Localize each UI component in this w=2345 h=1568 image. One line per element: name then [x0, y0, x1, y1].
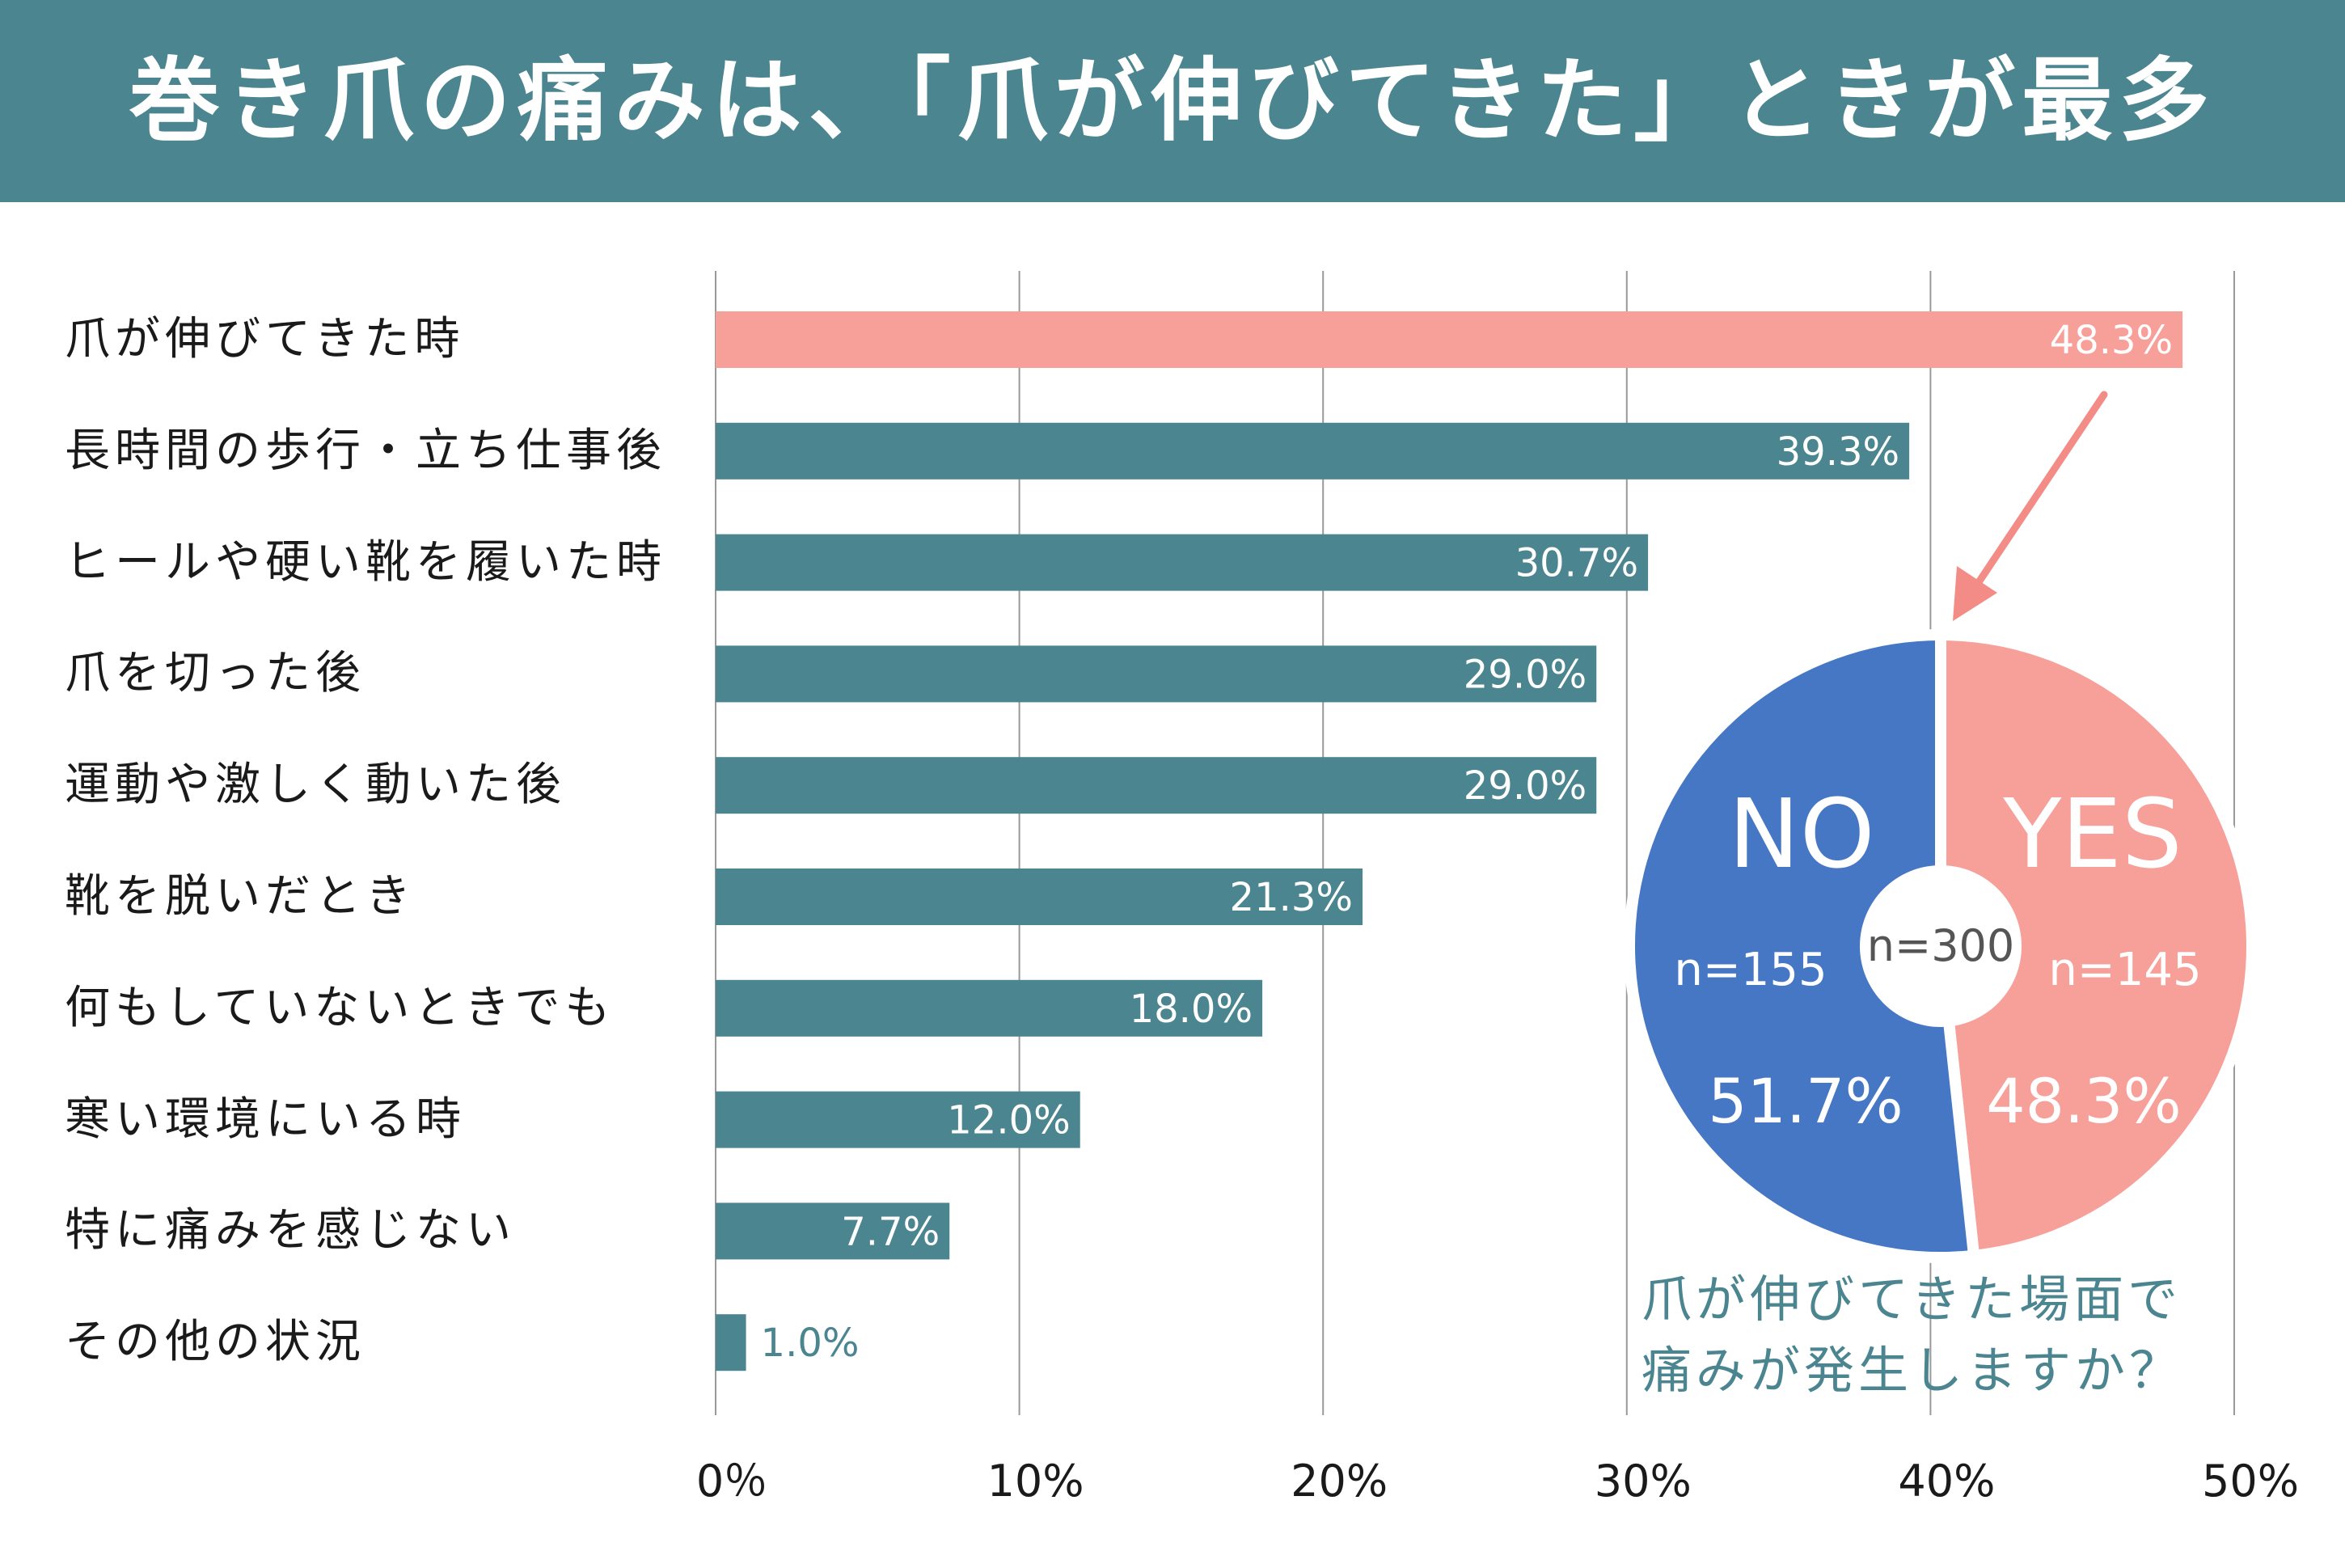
- pie-caption-line-1: 爪が伸びてきた場面で: [1642, 1270, 2182, 1329]
- bar: [716, 422, 1910, 480]
- category-label: ヒールや硬い靴を履いた時: [65, 535, 666, 589]
- bar: [716, 534, 1649, 591]
- arrow-head: [1953, 566, 1997, 621]
- bar-value-label: 29.0%: [1464, 763, 1587, 809]
- bar: [716, 869, 1363, 925]
- pie-no-n: n=155: [1674, 944, 1827, 996]
- x-tick-label-0: 0％: [696, 1456, 767, 1507]
- category-label: 靴を脱いだとき: [65, 870, 416, 923]
- bar-value-label: 12.0%: [947, 1098, 1070, 1143]
- bar: [716, 757, 1597, 814]
- category-label: 長時間の歩行・立ち仕事後: [65, 424, 666, 477]
- category-label: 何もしていないときでも: [65, 981, 615, 1034]
- category-label: その他の状況: [65, 1316, 365, 1369]
- bar-value-label: 30.7%: [1515, 541, 1638, 586]
- pie-yes-pct: 48.3%: [1986, 1065, 2181, 1137]
- category-label: 運動や激しく動いた後: [65, 759, 566, 812]
- bar-value-label: 39.3%: [1777, 429, 1899, 475]
- bar-value-label: 1.0%: [761, 1321, 860, 1366]
- pie-yes-name: YES: [2002, 778, 2182, 890]
- bar-value-label: 7.7%: [841, 1209, 940, 1254]
- header-bar: 巻き爪の痛みは、「爪が伸びてきた」ときが最多: [0, 0, 2345, 202]
- arrow-shaft: [1975, 391, 2108, 586]
- page-title: 巻き爪の痛みは、「爪が伸びてきた」ときが最多: [129, 49, 2216, 154]
- pie-slice-no: [1624, 629, 1980, 1263]
- pie-slice-yes: [1935, 629, 2258, 1262]
- bar: [716, 1314, 746, 1371]
- x-tick-label-1: 10%: [987, 1456, 1084, 1507]
- pie-caption-line-2: 痛みが発生しますか？: [1642, 1341, 2184, 1400]
- bar-value-label: 29.0%: [1464, 652, 1587, 697]
- bar-value-label: 18.0%: [1130, 987, 1253, 1032]
- bar: [716, 979, 1263, 1037]
- pie-yes-n: n=145: [2048, 944, 2201, 996]
- category-label: 爪が伸びてきた時: [65, 313, 465, 366]
- category-label: 爪を切った後: [65, 647, 365, 700]
- category-label: 特に痛みを感じない: [65, 1204, 516, 1257]
- x-tick-label-4: 40%: [1898, 1456, 1995, 1507]
- bar-value-label: 48.3%: [2050, 318, 2173, 363]
- bar: [716, 311, 2183, 368]
- bar: [716, 1091, 1080, 1148]
- pie-total-label: n=300: [1867, 920, 2015, 971]
- bar-value-label: 21.3%: [1230, 875, 1353, 920]
- pie-center-hole: [1860, 865, 2022, 1027]
- x-tick-label-5: 50%: [2202, 1456, 2299, 1507]
- pie-no-pct: 51.7%: [1708, 1065, 1903, 1137]
- bar: [716, 645, 1597, 703]
- pie-no-name: NO: [1728, 778, 1874, 890]
- category-label: 寒い環境にいる時: [65, 1093, 466, 1146]
- bar: [716, 1202, 950, 1260]
- x-tick-label-3: 30%: [1595, 1456, 1692, 1507]
- x-tick-label-2: 20%: [1291, 1456, 1388, 1507]
